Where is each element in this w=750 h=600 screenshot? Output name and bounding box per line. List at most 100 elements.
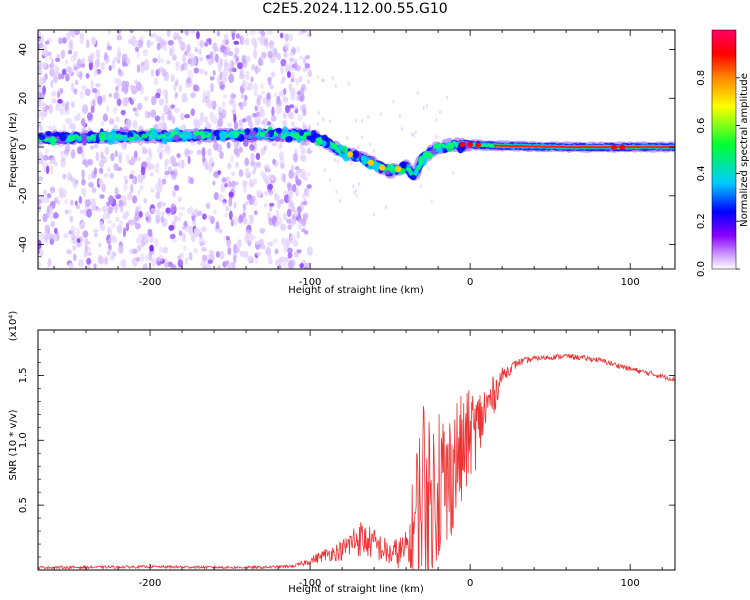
heatmap-noise-cell	[307, 69, 312, 78]
heatmap-noise-cell	[419, 184, 422, 189]
heatmap-noise-cell	[193, 67, 199, 74]
heatmap-noise-cell	[69, 215, 74, 223]
heatmap-noise-cell	[287, 260, 294, 269]
heatmap-noise-cell	[124, 178, 128, 185]
heatmap-noise-cell	[299, 262, 304, 269]
heatmap-noise-cell	[271, 106, 275, 117]
heatmap-noise-cell	[187, 58, 192, 65]
heatmap-noise-cell	[263, 118, 268, 128]
heatmap-noise-cell	[252, 113, 257, 118]
heatmap-noise-cell	[176, 152, 181, 159]
heatmap-noise-cell	[150, 208, 156, 213]
heatmap-noise-cell	[256, 192, 261, 198]
heatmap-noise-cell	[83, 249, 87, 258]
heatmap-track-blob	[106, 138, 115, 145]
heatmap-noise-cell	[253, 161, 257, 172]
heatmap-noise-cell	[294, 105, 297, 110]
heatmap-noise-cell	[346, 136, 349, 141]
heatmap-noise-cell	[132, 120, 138, 129]
heatmap-noise-cell	[136, 243, 143, 250]
heatmap-noise-cell	[239, 73, 244, 80]
heatmap-noise-cell	[106, 45, 113, 51]
heatmap-noise-cell	[114, 203, 118, 214]
heatmap-noise-cell	[62, 123, 66, 132]
heatmap-noise-cell	[126, 57, 131, 65]
heatmap-noise-cell	[55, 102, 60, 112]
heatmap-noise-cell	[98, 167, 104, 174]
heatmap-noise-cell	[169, 233, 176, 240]
heatmap-noise-cell	[233, 53, 238, 58]
heatmap-noise-cell	[55, 57, 61, 63]
heatmap-noise-cell	[100, 61, 106, 70]
heatmap-noise-cell	[216, 30, 220, 37]
heatmap-noise-cell	[207, 148, 212, 157]
heatmap-noise-cell	[233, 254, 237, 264]
heatmap-noise-cell	[222, 94, 228, 99]
heatmap-noise-cell	[257, 58, 264, 67]
heatmap-noise-cell	[242, 217, 248, 225]
heatmap-noise-cell	[132, 39, 139, 48]
heatmap-noise-cell	[169, 170, 176, 176]
heatmap-noise-cell	[73, 65, 78, 71]
heatmap-noise-cell	[184, 30, 189, 36]
heatmap-noise-cell	[287, 224, 292, 230]
heatmap-noise-cell	[80, 209, 84, 215]
heatmap-noise-cell	[109, 172, 115, 179]
heatmap-noise-cell	[295, 188, 299, 197]
heatmap-noise-cell	[103, 51, 108, 61]
heatmap-noise-cell	[46, 165, 50, 175]
heatmap-noise-cell	[269, 206, 273, 212]
heatmap-noise-cell	[92, 98, 96, 108]
top-x-tick-label: 100	[621, 277, 640, 288]
heatmap-noise-cell	[247, 255, 254, 263]
heatmap-track-blob	[38, 134, 46, 141]
heatmap-noise-cell	[286, 71, 291, 78]
bottom-axes: -200 -100 0 100 0.5 1.0 1.5	[18, 330, 675, 589]
heatmap-noise-cell	[38, 199, 42, 204]
heatmap-noise-cell	[249, 214, 254, 225]
heatmap-noise-cell	[87, 158, 93, 166]
heatmap-noise-cell	[299, 173, 302, 178]
heatmap-noise-cell	[280, 58, 287, 67]
heatmap-noise-cell	[144, 210, 150, 218]
heatmap-noise-cell	[233, 113, 237, 124]
heatmap-noise-cell	[230, 219, 235, 227]
heatmap-noise-cell	[299, 55, 303, 60]
heatmap-noise-cell	[268, 190, 274, 196]
heatmap-noise-cell	[155, 162, 160, 169]
heatmap-noise-cell	[173, 184, 180, 191]
heatmap-noise-cell	[50, 58, 54, 68]
heatmap-noise-cell	[43, 189, 47, 196]
heatmap-track-blob	[215, 135, 221, 141]
heatmap-noise-cell	[152, 57, 158, 63]
heatmap-noise-cell	[132, 97, 137, 103]
heatmap-noise-cell	[74, 30, 80, 36]
heatmap-noise-cell	[132, 195, 138, 204]
heatmap-noise-cell	[128, 190, 133, 200]
heatmap-noise-cell	[45, 40, 50, 45]
heatmap-noise-cell	[142, 49, 149, 57]
heatmap-noise-cell	[241, 59, 248, 68]
heatmap-noise-cell	[86, 257, 92, 265]
heatmap-noise-cell	[228, 210, 233, 221]
heatmap-noise-cell	[177, 259, 184, 268]
bottom-x-tick-label: 0	[467, 578, 473, 589]
heatmap-noise-cell	[82, 230, 89, 238]
heatmap-noise-cell	[217, 106, 223, 114]
heatmap-noise-cell	[181, 93, 187, 103]
heatmap-noise-cell	[299, 153, 306, 162]
heatmap-noise-cell	[201, 147, 206, 158]
heatmap-noise-cell	[254, 240, 261, 245]
heatmap-noise-cell	[48, 54, 53, 61]
heatmap-noise-cell	[284, 33, 290, 42]
heatmap-noise-cell	[114, 150, 118, 158]
heatmap-noise-cell	[202, 156, 206, 163]
heatmap-noise-cell	[167, 39, 174, 46]
heatmap-noise-cell	[62, 173, 67, 180]
heatmap-noise-cell	[140, 65, 145, 74]
heatmap-noise-cell	[64, 209, 69, 215]
heatmap-noise-cell	[60, 150, 64, 158]
heatmap-noise-cell	[58, 37, 63, 45]
heatmap-noise-cell	[65, 59, 69, 65]
heatmap-noise-cell	[61, 157, 66, 162]
